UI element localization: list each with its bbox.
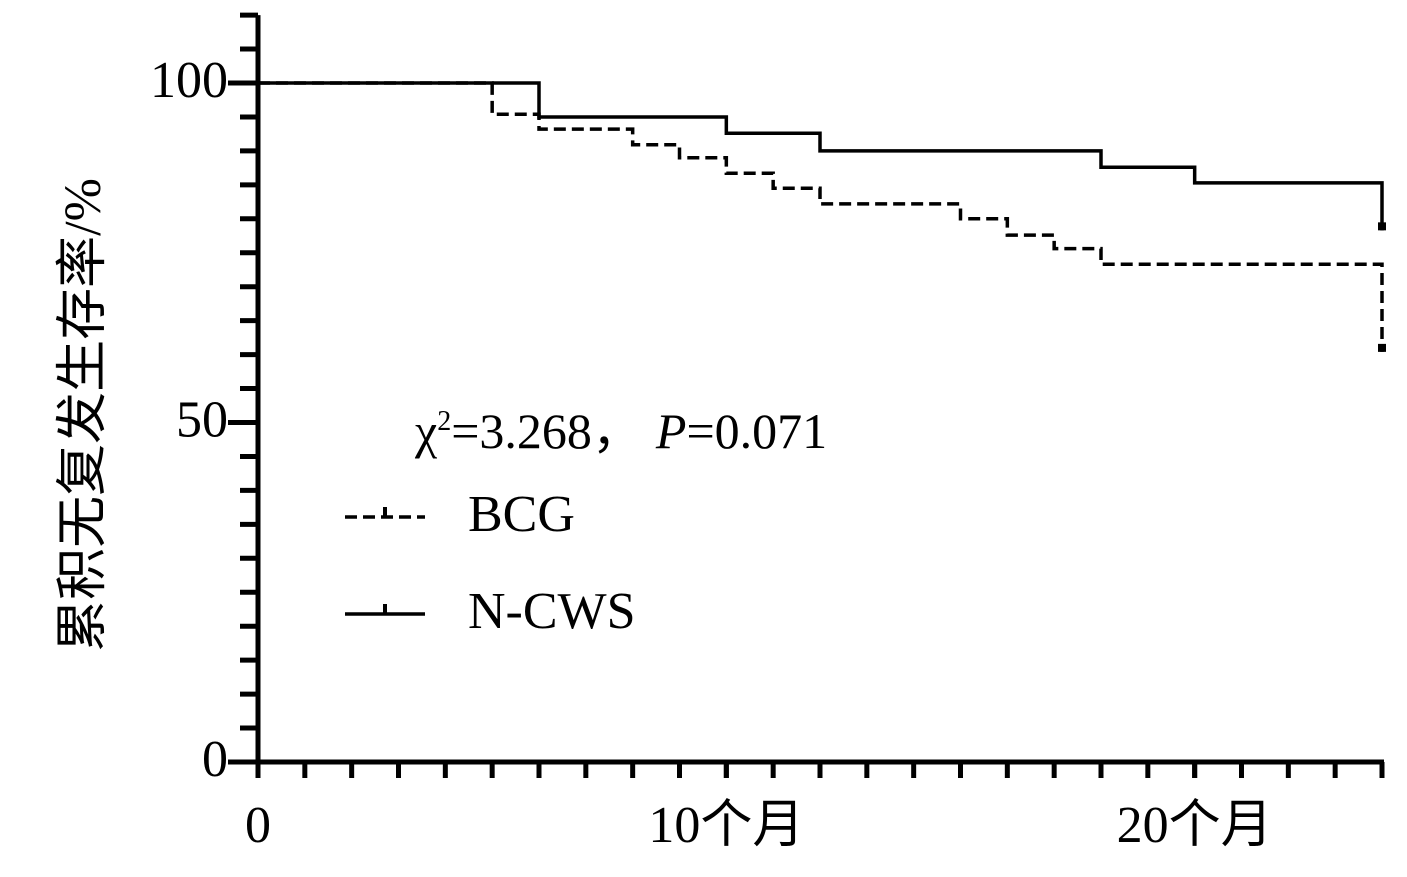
survival-curve [258,81,1384,352]
y-axis-label: 累积无复发生存率/% [55,178,112,652]
survival-curve [258,81,1384,231]
annotation-symbol: χ [414,403,437,459]
x-tick-label: 20个月 [1117,797,1273,854]
legend-label: BCG [468,486,575,543]
y-tick-label: 100 [150,52,228,109]
annotation: χ2=3.268， P=0.071 [414,403,827,459]
x-tick-label: 10个月 [648,797,804,854]
annotation-p-symbol: P [655,403,687,459]
y-tick-label: 50 [176,391,228,448]
annotation-stat: =3.268， [451,403,642,459]
y-tick-label: 0 [202,731,228,788]
legend-label: N-CWS [468,583,636,640]
annotation-superscript: 2 [437,406,451,437]
x-tick-label: 0 [245,797,271,854]
annotation-p-value: =0.071 [686,403,827,459]
